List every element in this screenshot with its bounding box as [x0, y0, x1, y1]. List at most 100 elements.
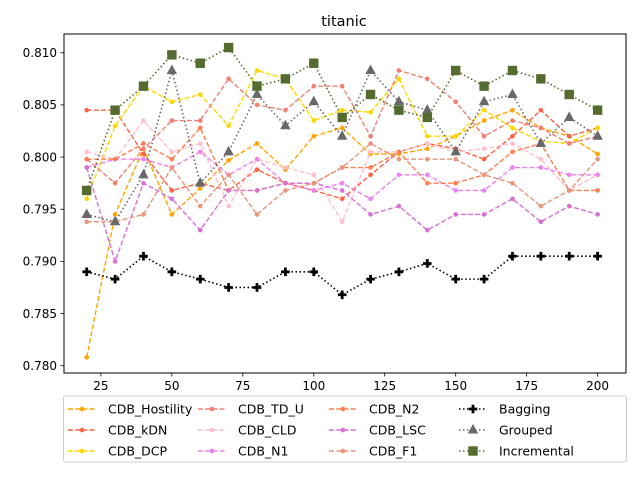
data-point: [169, 196, 175, 202]
data-point: [169, 212, 175, 217]
series-cdb-f1: [84, 141, 600, 225]
data-point: [595, 212, 600, 217]
data-point: [481, 146, 487, 152]
data-point: [510, 196, 515, 202]
data-point: [566, 133, 572, 139]
data-point: [366, 274, 375, 284]
data-point: [84, 156, 90, 162]
data-point: [592, 105, 603, 115]
legend-swatch-marker: [340, 406, 346, 412]
data-point: [169, 99, 175, 105]
data-point: [84, 219, 90, 225]
data-point: [453, 133, 459, 139]
data-point: [507, 88, 518, 98]
data-point: [138, 168, 149, 179]
data-point: [451, 274, 460, 284]
y-tick-label: 0.805: [23, 98, 57, 112]
data-point: [339, 196, 345, 202]
data-point: [169, 188, 175, 193]
data-point: [311, 188, 317, 193]
data-point: [453, 156, 459, 162]
data-point: [226, 172, 231, 178]
data-point: [226, 76, 231, 82]
legend-swatch-marker: [468, 404, 478, 414]
data-point: [337, 112, 347, 123]
data-point: [564, 89, 574, 100]
data-point: [139, 251, 148, 261]
data-point: [450, 145, 461, 156]
x-tick-label: 125: [373, 379, 396, 393]
legend-item: CDB_Hostility: [68, 402, 193, 417]
data-point: [141, 141, 146, 146]
data-point: [311, 83, 317, 89]
data-point: [481, 133, 487, 139]
data-point: [396, 172, 402, 178]
data-point: [226, 123, 231, 129]
data-point: [424, 180, 430, 186]
data-point: [254, 188, 260, 193]
x-tick-label: 175: [515, 379, 538, 393]
data-point: [510, 141, 515, 146]
data-point: [84, 149, 90, 155]
data-point: [538, 156, 544, 162]
data-point: [311, 133, 317, 139]
legend-label: CDB_Hostility: [108, 402, 193, 417]
legend-swatch-marker: [79, 427, 85, 433]
data-point: [197, 203, 203, 209]
series-grouped: [81, 64, 603, 226]
legend-item: Grouped: [459, 423, 553, 438]
series-bagging: [82, 251, 602, 300]
x-tick-label: 50: [164, 379, 179, 393]
data-point: [593, 251, 602, 261]
x-tick-label: 25: [93, 379, 108, 393]
legend-item: Bagging: [459, 402, 550, 417]
data-point: [396, 149, 402, 155]
legend: CDB_Hostility CDB_kDN CDB_DCP CDB_TD_U CDB_C…: [63, 395, 627, 463]
legend-swatch-marker: [340, 448, 346, 454]
legend-swatch-marker: [79, 406, 85, 412]
data-point: [254, 212, 260, 217]
data-point: [141, 118, 146, 123]
data-point: [566, 188, 572, 193]
data-point: [166, 64, 178, 75]
legend-label: CDB_N2: [369, 402, 419, 417]
x-tick-label: 75: [235, 379, 250, 393]
data-point: [595, 172, 600, 178]
data-point: [538, 107, 544, 113]
data-point: [254, 102, 260, 108]
data-point: [393, 95, 405, 106]
x-tick-label: 200: [586, 379, 609, 393]
data-point: [197, 227, 203, 233]
data-point: [308, 95, 319, 106]
data-point: [510, 133, 515, 139]
series-cdb-dcp: [84, 68, 600, 202]
data-point: [141, 151, 146, 157]
data-point: [226, 157, 231, 163]
data-point: [508, 251, 517, 261]
data-point: [84, 165, 90, 170]
data-point: [112, 180, 118, 186]
data-point: [110, 105, 120, 115]
data-point: [478, 95, 490, 106]
data-point: [283, 180, 288, 186]
data-point: [112, 259, 118, 264]
data-point: [479, 274, 489, 284]
data-point: [510, 118, 515, 123]
legend-swatch-marker: [209, 427, 215, 433]
data-point: [339, 83, 345, 89]
legend-swatch-marker: [467, 423, 479, 434]
legend-label: CDB_CLD: [238, 423, 297, 438]
series-line: [86, 255, 598, 296]
data-point: [309, 58, 319, 68]
data-point: [252, 283, 262, 292]
data-point: [422, 104, 433, 114]
data-point: [368, 212, 373, 217]
data-point: [481, 212, 487, 217]
legend-item: CDB_kDN: [68, 423, 167, 438]
data-point: [510, 125, 515, 131]
y-axis: 0.780 0.785 0.790 0.795 0.800 0.805 0.810: [23, 46, 64, 373]
data-point: [450, 65, 461, 76]
x-tick-label: 150: [444, 379, 467, 393]
data-point: [368, 133, 373, 139]
